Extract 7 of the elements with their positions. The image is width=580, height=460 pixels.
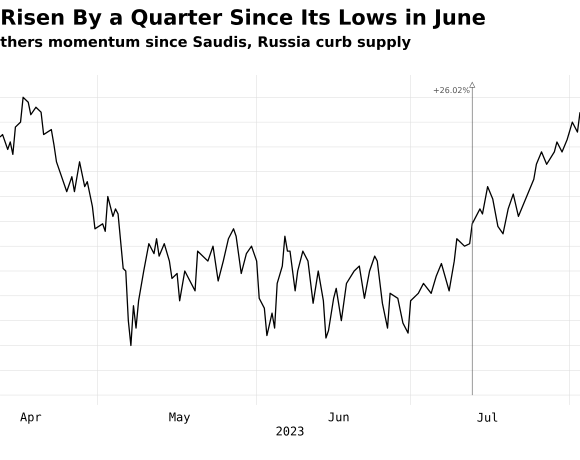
x-tick-label: May [169,412,190,424]
chart-title: Risen By a Quarter Since Its Lows in June [2,8,485,30]
x-tick-label: Apr [20,412,42,424]
chart-subtitle: thers momentum since Saudis, Russia curb supply [0,36,411,50]
x-tick-label: Jul [477,412,498,422]
x-axis-title: 2023 [276,426,304,436]
x-tick-label: Jun [328,412,349,422]
